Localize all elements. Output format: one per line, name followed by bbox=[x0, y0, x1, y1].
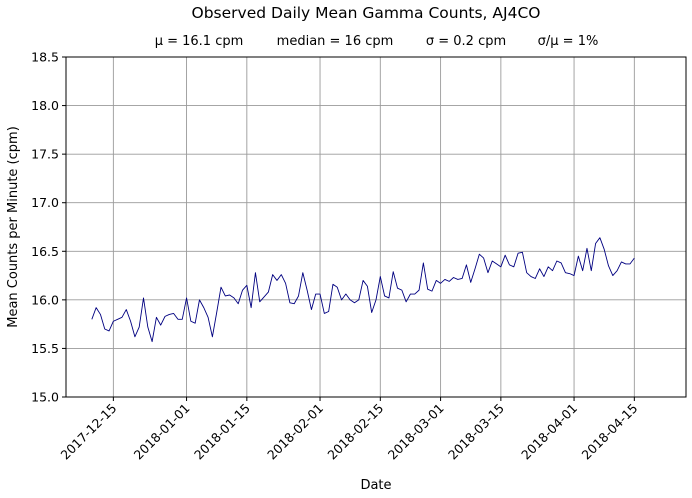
plot-frame bbox=[65, 56, 687, 398]
y-axis: 15.0 15.5 16.0 16.5 17.0 17.5 18.0 18.5 bbox=[31, 50, 66, 405]
y-axis-label: Mean Counts per Minute (cpm) bbox=[6, 126, 21, 328]
y-tick-label: 16.0 bbox=[31, 292, 59, 307]
y-tick-label: 17.5 bbox=[31, 147, 59, 162]
y-tick-label: 16.5 bbox=[31, 244, 59, 259]
chart-title: Observed Daily Mean Gamma Counts, AJ4CO bbox=[192, 4, 541, 22]
y-tick-label: 18.5 bbox=[31, 50, 59, 65]
chart-subtitle: μ = 16.1 cpm median = 16 cpm σ = 0.2 cpm… bbox=[155, 34, 599, 49]
subtitle-median: median = 16 cpm bbox=[277, 34, 394, 49]
y-tick-label: 17.0 bbox=[31, 195, 59, 210]
subtitle-cv: σ/μ = 1% bbox=[538, 34, 599, 49]
y-tick-label: 18.0 bbox=[31, 98, 59, 113]
plot-line-group bbox=[91, 237, 635, 343]
y-tick-label: 15.0 bbox=[31, 390, 59, 405]
subtitle-sigma: σ = 0.2 cpm bbox=[426, 34, 506, 49]
subtitle-mean: μ = 16.1 cpm bbox=[155, 34, 244, 49]
x-axis-label: Date bbox=[360, 478, 391, 493]
y-tick-label: 15.5 bbox=[31, 341, 59, 356]
series-line-0 bbox=[91, 237, 635, 343]
